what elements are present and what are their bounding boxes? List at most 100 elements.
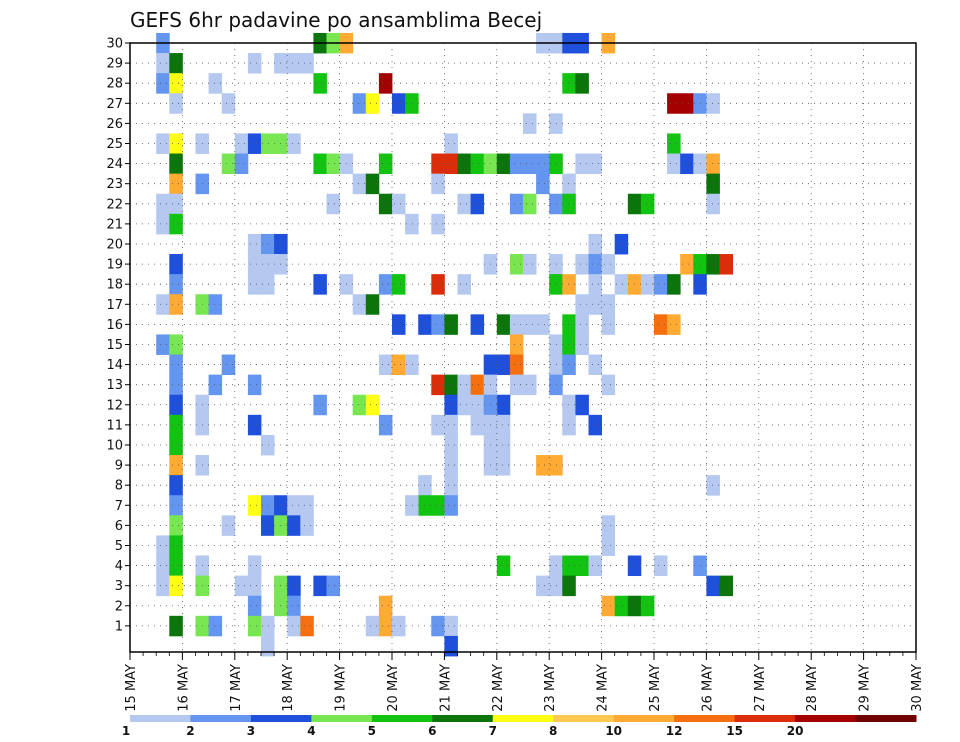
legend-label: 6: [428, 724, 436, 738]
precip-cell: [208, 73, 223, 94]
precip-cell: [614, 233, 629, 255]
precip-cell: [169, 254, 183, 275]
precip-cell: [496, 414, 511, 436]
precip-cell: [247, 555, 262, 577]
precip-cell: [640, 595, 655, 617]
legend-swatch: [613, 715, 675, 722]
precip-cell: [169, 455, 183, 476]
precip-cell: [601, 595, 616, 617]
precip-cell: [378, 73, 393, 94]
y-tick-label: 25: [106, 137, 123, 152]
precip-cell: [496, 153, 511, 175]
precip-cell: [287, 575, 301, 597]
precip-cell: [614, 595, 629, 617]
precip-cell: [247, 414, 262, 436]
y-tick-label: 4: [115, 559, 123, 574]
precip-cell: [431, 495, 445, 516]
precip-cell: [444, 153, 458, 175]
precip-cell: [300, 515, 314, 536]
precip-cell: [509, 334, 524, 355]
y-ticks-layer: 1234567891011121314151617181920212223242…: [106, 37, 130, 634]
precip-cell: [588, 555, 602, 577]
precip-cell: [601, 254, 616, 275]
y-tick-label: 13: [106, 378, 123, 393]
precip-cell: [614, 274, 629, 295]
precip-cell: [365, 394, 380, 416]
y-tick-label: 1: [115, 619, 123, 634]
precip-cell: [457, 274, 471, 295]
precip-cell: [378, 615, 393, 637]
x-tick-label: 29 MAY: [858, 664, 873, 712]
precip-cell: [156, 555, 170, 577]
precip-cell: [444, 434, 458, 456]
precip-cell: [523, 153, 537, 175]
y-tick-label: 17: [106, 298, 123, 313]
precip-cell: [431, 274, 445, 295]
y-tick-label: 21: [106, 217, 123, 232]
precip-cell: [588, 254, 602, 275]
y-tick-label: 29: [106, 57, 123, 72]
precip-cell: [247, 233, 262, 255]
precip-cell: [169, 213, 183, 235]
precip-cell: [680, 254, 694, 275]
precip-cell: [326, 153, 340, 175]
precip-cell: [287, 615, 301, 637]
precip-cell: [496, 394, 511, 416]
y-tick-label: 28: [106, 77, 123, 92]
precip-cell: [562, 575, 576, 597]
precip-cell: [470, 374, 485, 396]
precip-cell: [221, 93, 236, 114]
precip-cell: [444, 495, 458, 516]
precip-cell: [496, 434, 511, 456]
x-tick-label: 25 MAY: [648, 664, 663, 712]
precip-cell: [444, 374, 458, 396]
precip-cell: [706, 153, 720, 175]
y-tick-label: 15: [106, 338, 123, 353]
precip-cell: [405, 354, 419, 376]
precip-cell: [562, 394, 576, 416]
precip-cell: [405, 213, 419, 235]
precip-cell: [234, 153, 249, 175]
precip-cell: [431, 414, 445, 436]
precip-cell: [378, 193, 393, 215]
y-tick-label: 6: [115, 519, 123, 534]
precip-cell: [261, 515, 275, 536]
legend-swatch: [371, 715, 433, 722]
precip-cell: [601, 314, 616, 335]
precip-cell: [706, 173, 720, 195]
legend-label: 7: [489, 724, 497, 738]
precip-cell: [261, 254, 275, 275]
precip-cell: [365, 294, 380, 315]
precip-cell: [523, 254, 537, 275]
x-tick-label: 18 MAY: [281, 664, 296, 712]
precip-cell: [156, 535, 170, 556]
precip-cell: [169, 615, 183, 637]
y-tick-label: 12: [106, 398, 123, 413]
x-tick-label: 21 MAY: [438, 664, 453, 712]
legend-label: 12: [666, 724, 683, 738]
precip-cell: [562, 334, 576, 355]
precip-cell: [601, 294, 616, 315]
y-tick-label: 18: [106, 278, 123, 293]
precip-cell: [457, 374, 471, 396]
precip-cell: [575, 314, 589, 335]
precip-cell: [562, 173, 576, 195]
precip-cell: [247, 595, 262, 617]
x-tick-label: 20 MAY: [386, 664, 401, 712]
precip-cell: [234, 133, 249, 154]
precip-cell: [667, 133, 681, 154]
precip-cell: [392, 193, 406, 215]
y-tick-label: 22: [106, 197, 123, 212]
precip-cell: [169, 394, 183, 416]
precip-cell: [208, 374, 223, 396]
precip-cell: [562, 354, 576, 376]
x-tick-label: 28 MAY: [805, 664, 820, 712]
precip-cell: [667, 314, 681, 335]
precip-cell: [378, 595, 393, 617]
precip-cell: [431, 615, 445, 637]
precip-cell: [287, 495, 301, 516]
precip-cell: [300, 53, 314, 74]
precip-cell: [444, 414, 458, 436]
precip-cell: [588, 274, 602, 295]
legend-label: 4: [307, 724, 315, 738]
